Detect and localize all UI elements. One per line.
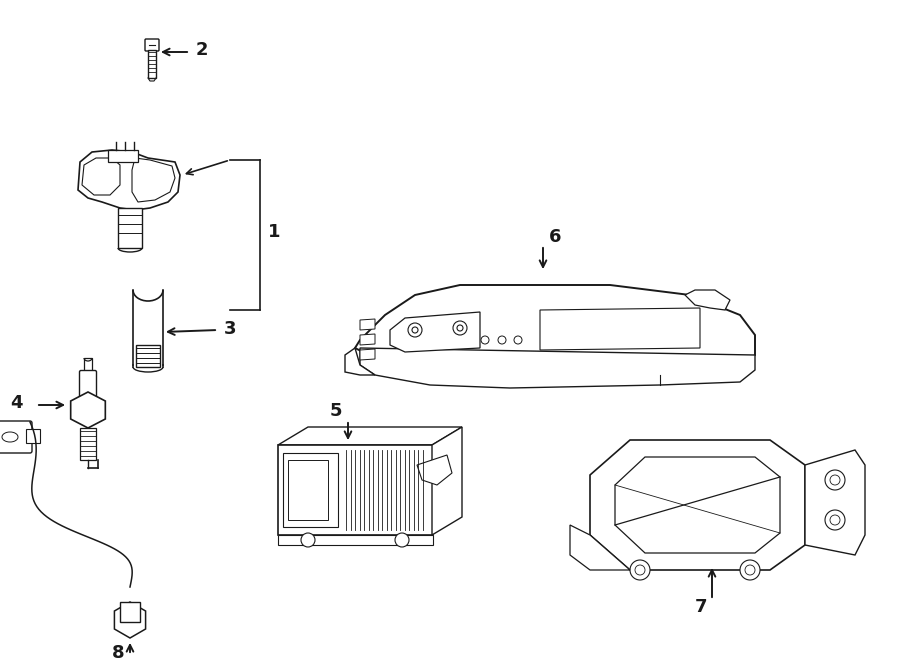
Circle shape	[412, 327, 418, 333]
Circle shape	[830, 475, 840, 485]
Circle shape	[498, 336, 506, 344]
Circle shape	[481, 336, 489, 344]
Circle shape	[740, 560, 760, 580]
Polygon shape	[114, 602, 146, 638]
Polygon shape	[82, 158, 120, 195]
Bar	[278, 535, 433, 545]
Polygon shape	[417, 455, 452, 485]
FancyBboxPatch shape	[79, 371, 96, 412]
Bar	[80, 428, 96, 460]
Bar	[26, 429, 40, 443]
Bar	[108, 150, 138, 162]
Circle shape	[408, 323, 422, 337]
Text: 7: 7	[695, 598, 707, 616]
Text: 6: 6	[549, 228, 562, 246]
Polygon shape	[590, 440, 805, 570]
Polygon shape	[78, 150, 180, 210]
Polygon shape	[132, 158, 175, 202]
Circle shape	[395, 533, 409, 547]
Bar	[148, 50, 156, 78]
Polygon shape	[432, 427, 462, 535]
Text: 8: 8	[112, 644, 124, 661]
Polygon shape	[360, 319, 375, 330]
Polygon shape	[360, 349, 375, 360]
Bar	[84, 358, 92, 372]
Circle shape	[635, 565, 645, 575]
Text: 5: 5	[330, 402, 343, 420]
Bar	[136, 345, 160, 367]
Bar	[278, 445, 433, 535]
Polygon shape	[805, 450, 865, 555]
Polygon shape	[615, 457, 780, 553]
Circle shape	[453, 321, 467, 335]
FancyBboxPatch shape	[145, 39, 159, 51]
Polygon shape	[360, 348, 755, 388]
Polygon shape	[570, 525, 630, 570]
Text: 4: 4	[10, 394, 22, 412]
Polygon shape	[390, 312, 480, 352]
Bar	[288, 460, 328, 520]
Text: 2: 2	[196, 41, 209, 59]
Circle shape	[745, 565, 755, 575]
Circle shape	[630, 560, 650, 580]
Polygon shape	[540, 308, 700, 350]
Polygon shape	[71, 392, 105, 428]
Circle shape	[301, 533, 315, 547]
Circle shape	[457, 325, 463, 331]
Circle shape	[514, 336, 522, 344]
Polygon shape	[360, 334, 375, 345]
Bar	[118, 208, 142, 248]
Polygon shape	[345, 348, 375, 375]
Text: 1: 1	[268, 223, 281, 241]
Text: 3: 3	[224, 320, 237, 338]
Circle shape	[830, 515, 840, 525]
Polygon shape	[355, 285, 755, 375]
Polygon shape	[685, 290, 730, 310]
Circle shape	[825, 510, 845, 530]
Circle shape	[825, 470, 845, 490]
Bar	[283, 453, 338, 527]
FancyBboxPatch shape	[0, 421, 32, 453]
Bar	[120, 602, 140, 622]
Polygon shape	[278, 427, 462, 445]
